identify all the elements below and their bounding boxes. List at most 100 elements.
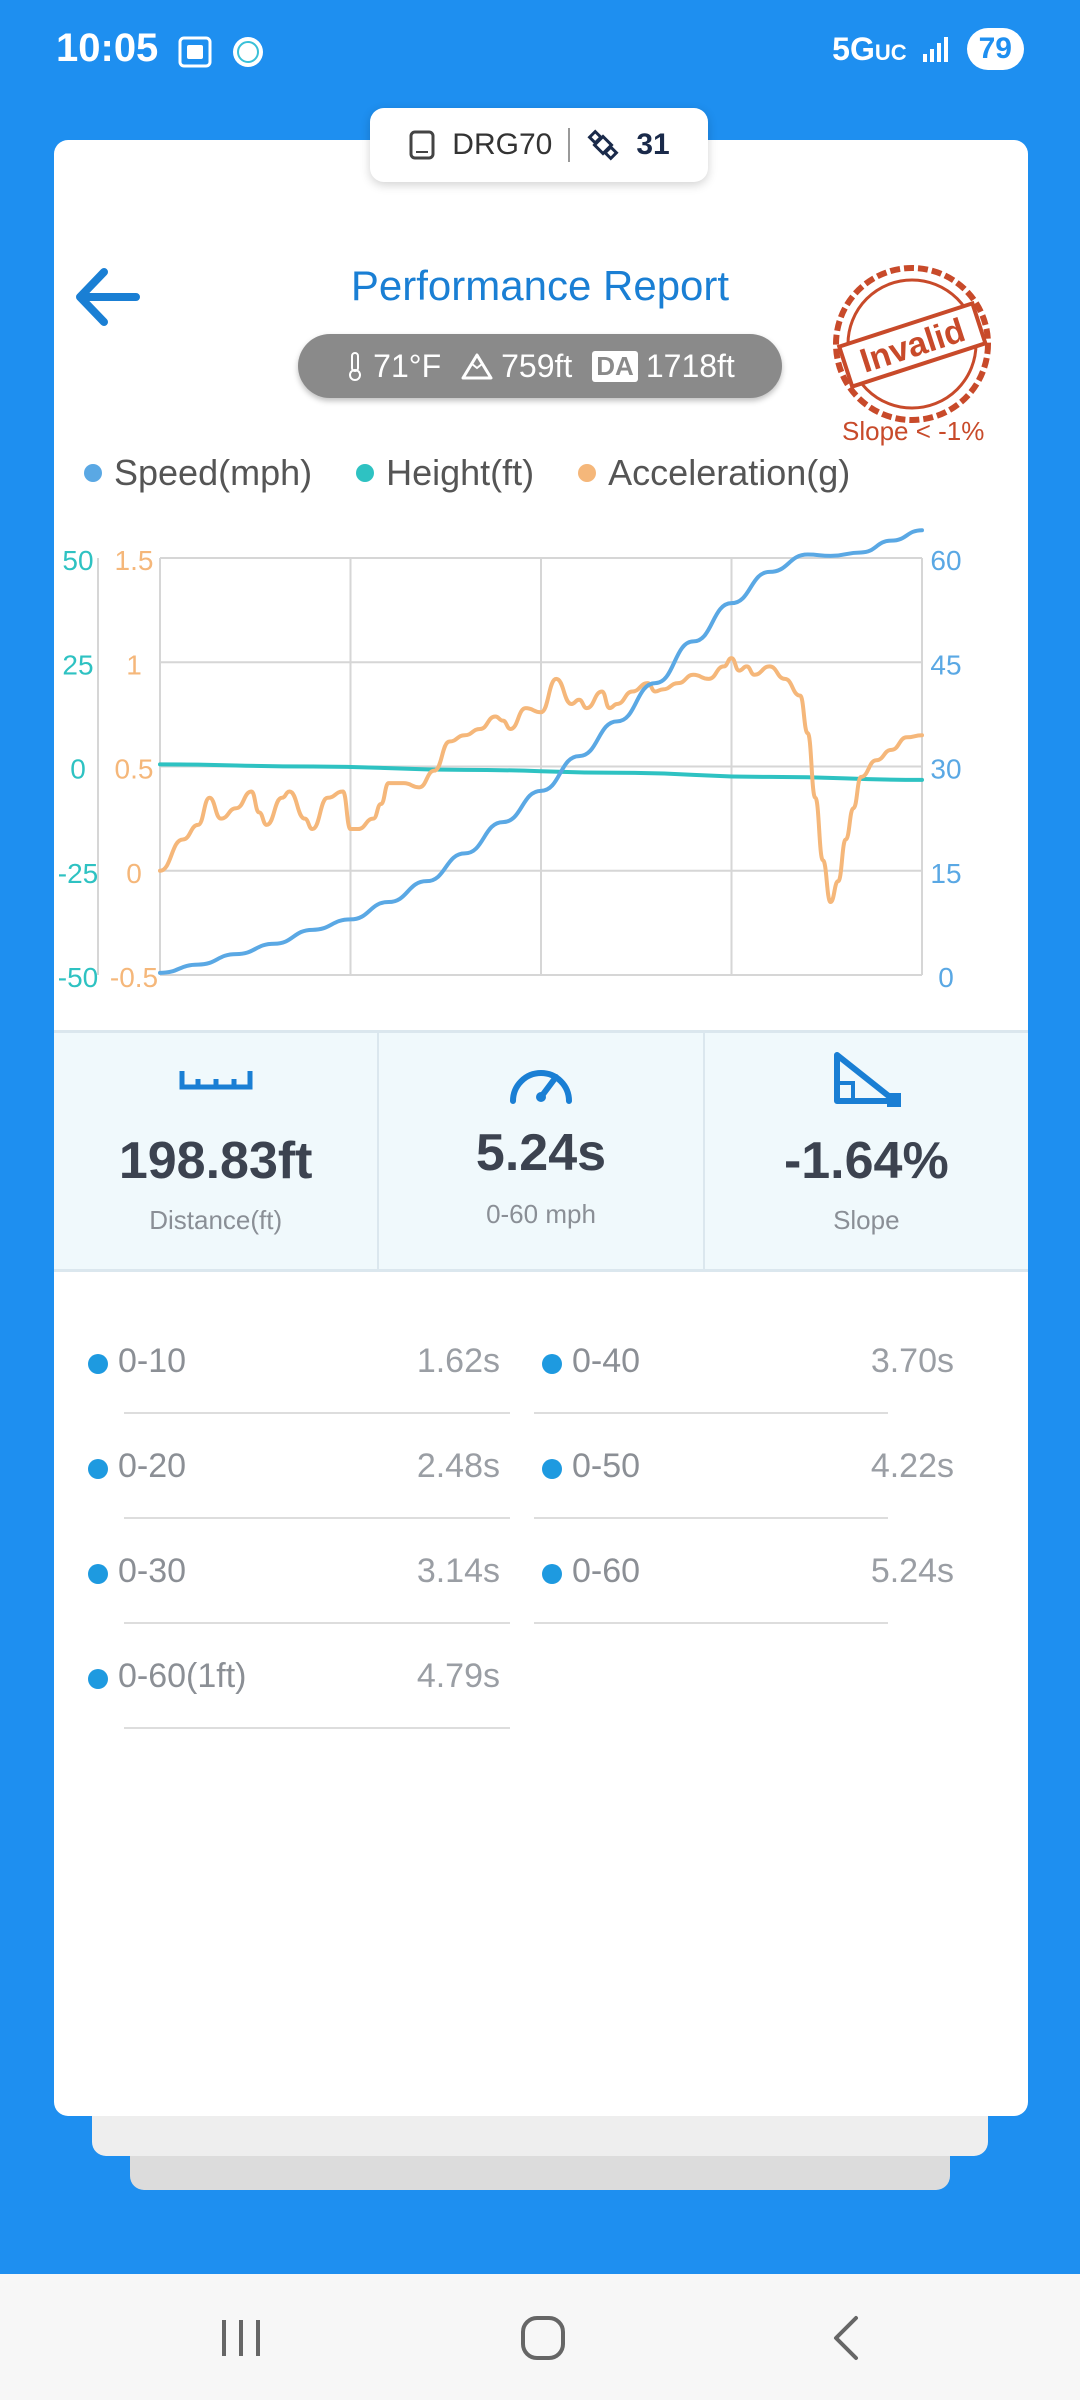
acceleration-tick-label: 0.5 (115, 754, 154, 785)
stat-time-value: 5.24s (475, 1124, 607, 1182)
altitude: 759ft (461, 348, 572, 385)
split-name: 0-40 (572, 1342, 641, 1380)
back-icon[interactable] (812, 2308, 882, 2368)
split-0-30: 0-30 3.14s (84, 1520, 510, 1624)
status-notification-icons (176, 34, 266, 70)
system-nav-bar (0, 2274, 1080, 2400)
height-tick-label: 25 (62, 649, 93, 680)
device-icon (409, 130, 435, 160)
series-line-acceleration (158, 656, 924, 905)
split-0-50: 0-50 4.22s (534, 1415, 954, 1519)
height-tick-label: -25 (58, 858, 98, 889)
network-label: 5GUC (832, 30, 907, 67)
split-dot (88, 1354, 108, 1374)
height-tick-label: -50 (58, 962, 98, 990)
series-line-height (158, 762, 924, 782)
invalid-stamp: Invalid (833, 265, 991, 423)
device-chip[interactable]: DRG70 31 (370, 108, 708, 182)
ruler-icon (179, 1071, 253, 1090)
stat-slope: -1.64% Slope (702, 1033, 1028, 1269)
split-divider (534, 1517, 888, 1519)
satellite-count: 31 (636, 128, 670, 161)
split-dot (88, 1459, 108, 1479)
stat-distance: 198.83ft Distance(ft) (54, 1033, 377, 1269)
split-dot (542, 1354, 562, 1374)
home-icon[interactable] (508, 2308, 578, 2368)
chart-legend: Speed(mph) Height(ft) Acceleration(g) (84, 452, 894, 494)
density-altitude: DA 1718ft (592, 348, 735, 385)
split-time: 1.62s (416, 1342, 500, 1380)
split-dot (542, 1564, 562, 1584)
split-0-10: 0-10 1.62s (84, 1310, 510, 1414)
legend-speed-label: Speed(mph) (114, 452, 313, 493)
split-time: 2.48s (416, 1447, 500, 1485)
stat-distance-label: Distance(ft) (149, 1205, 283, 1235)
stat-slope-label: Slope (833, 1205, 900, 1235)
speedometer-icon (509, 1070, 572, 1104)
legend-height-label: Height(ft) (386, 452, 535, 493)
acceleration-tick-label: -0.5 (110, 962, 158, 990)
legend-speed[interactable]: Speed(mph) (84, 452, 312, 494)
split-name: 0-60 (572, 1552, 641, 1590)
legend-height-dot (356, 464, 375, 482)
split-name: 0-20 (118, 1447, 187, 1485)
acceleration-tick-label: 0 (126, 858, 142, 889)
device-name: DRG70 (452, 128, 553, 161)
recent-apps-icon[interactable] (206, 2308, 276, 2368)
split-divider (534, 1412, 888, 1414)
status-time: 10:05 (56, 26, 159, 70)
split-time: 3.14s (416, 1552, 500, 1590)
speed-tick-label: 0 (938, 962, 954, 990)
legend-height[interactable]: Height(ft) (356, 452, 534, 494)
status-right: 5GUC 79 (832, 28, 1024, 70)
stat-slope-value: -1.64% (783, 1132, 949, 1190)
split-time: 5.24s (870, 1552, 954, 1590)
stat-time-label: 0-60 mph (486, 1199, 596, 1229)
acceleration-tick-label: 1.5 (115, 545, 154, 576)
thermometer-icon (349, 352, 362, 381)
density-altitude-value: 1718ft (645, 347, 735, 384)
split-name: 0-60(1ft) (118, 1657, 247, 1695)
speed-tick-label: 45 (930, 649, 961, 680)
stat-distance-value: 198.83ft (118, 1132, 313, 1190)
speed-tick-label: 30 (930, 754, 961, 785)
altitude-value: 759ft (501, 347, 573, 384)
performance-chart[interactable]: 50 25 0 -25 -50 1.5 1 0.5 0 -0.5 60 45 30 15 0 (0, 510, 1080, 990)
split-name: 0-10 (118, 1342, 187, 1380)
slope-note: Slope < -1% (842, 416, 985, 446)
status-bar: 10:05 5GUC 79 (0, 0, 1080, 100)
app-notification-icon (233, 37, 263, 67)
legend-speed-dot (84, 464, 102, 482)
satellite-icon (587, 129, 619, 161)
temperature-value: 71°F (373, 347, 442, 384)
stats-row: 198.83ft Distance(ft) 5.24s 0-60 mph -1.… (54, 1030, 1028, 1272)
back-arrow-icon[interactable] (70, 262, 150, 332)
split-divider (124, 1517, 510, 1519)
speed-tick-label: 60 (930, 545, 961, 576)
legend-acceleration-dot (578, 464, 597, 482)
chip-divider (568, 128, 571, 162)
split-divider (124, 1412, 510, 1414)
temperature: 71°F (345, 348, 441, 385)
split-dot (88, 1564, 108, 1584)
split-0-20: 0-20 2.48s (84, 1415, 510, 1519)
split-0-60: 0-60 5.24s (534, 1520, 954, 1624)
split-0-60-1ft: 0-60(1ft) 4.79s (84, 1625, 510, 1729)
signal-icon (922, 37, 948, 62)
split-name: 0-50 (572, 1447, 641, 1485)
page-title: Performance Report (350, 262, 730, 309)
split-dot (542, 1459, 562, 1479)
conditions-pill: 71°F 759ft DA 1718ft (298, 334, 782, 398)
split-divider (124, 1727, 510, 1729)
slope-icon (834, 1052, 902, 1107)
screenshot-icon (178, 36, 212, 68)
stat-time: 5.24s 0-60 mph (377, 1033, 702, 1269)
split-dot (88, 1669, 108, 1689)
speed-tick-label: 15 (930, 858, 961, 889)
split-0-40: 0-40 3.70s (534, 1310, 954, 1414)
split-time: 4.79s (416, 1657, 500, 1695)
acceleration-tick-label: 1 (126, 649, 142, 680)
battery-indicator: 79 (966, 28, 1024, 70)
split-divider (534, 1622, 888, 1624)
legend-acceleration[interactable]: Acceleration(g) (578, 452, 850, 494)
